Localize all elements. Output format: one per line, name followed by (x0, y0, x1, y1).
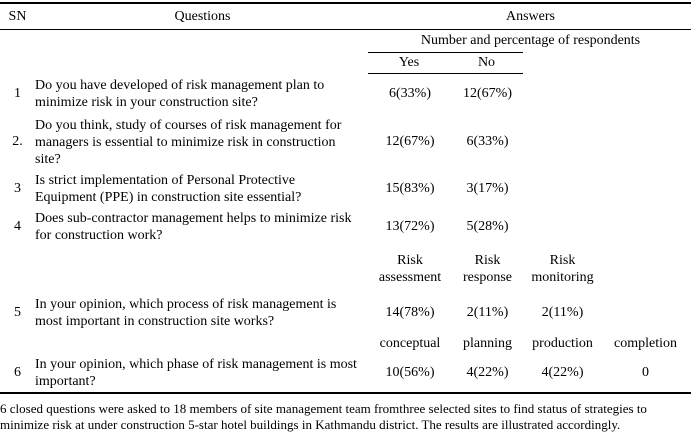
subheader-planning: planning (463, 335, 512, 351)
header-questions: Questions (174, 9, 231, 24)
value-cell: 2(11%) (466, 304, 509, 320)
subheader-production: production (532, 335, 593, 351)
table-row-4: 4 Does sub-contractor management helps t… (0, 208, 691, 246)
sn-cell: 1 (14, 86, 21, 101)
value-cell: 4(22%) (541, 365, 584, 380)
table-row-3: 3 Is strict implementation of Personal P… (0, 170, 691, 208)
value-cell: 6(33%) (389, 86, 431, 101)
phase-subheader-row: conceptual planning production completio… (0, 333, 691, 354)
answers-subheader-row: Number and percentage of respondents (0, 30, 691, 52)
value-cell: 13(72%) (385, 219, 435, 234)
table-header-row: SN Questions Answers (0, 4, 691, 30)
subheader-risk-monitoring: Risk monitoring (531, 253, 594, 285)
sn-cell: 6 (14, 365, 21, 380)
value-cell: 0 (642, 365, 649, 380)
value-cell: 2(11%) (541, 304, 584, 320)
value-cell: 12(67%) (463, 86, 512, 101)
subheader-risk-assessment: Risk assessment (378, 253, 442, 285)
question-cell: In your opinion, which process of risk m… (35, 296, 337, 329)
table-row-6: 6 In your opinion, which phase of risk m… (0, 354, 691, 392)
subheader-conceptual: conceptual (379, 335, 441, 351)
question-cell: Do you have developed of risk management… (35, 78, 325, 110)
subheader-completion: completion (614, 335, 677, 351)
question-cell: Is strict implementation of Personal Pro… (35, 173, 302, 205)
sn-cell: 4 (14, 219, 21, 234)
header-answers: Answers (506, 8, 555, 24)
value-cell: 6(33%) (466, 134, 509, 149)
question-cell: Does sub-contractor management helps to … (35, 211, 352, 243)
yes-no-box: Yes No (368, 52, 523, 74)
yes-no-header-row: Yes No (0, 52, 691, 74)
respondents-subheader: Number and percentage of respondents (420, 33, 641, 48)
subheader-risk-response: Risk response (463, 253, 512, 285)
value-cell: 15(83%) (385, 181, 435, 196)
value-cell: 3(17%) (466, 181, 509, 196)
value-cell: 10(56%) (385, 365, 435, 380)
table-row-5: 5 In your opinion, which process of risk… (0, 292, 691, 333)
sn-cell: 3 (14, 181, 21, 196)
header-yes: Yes (398, 55, 420, 70)
value-cell: 5(28%) (466, 219, 509, 234)
table-row-2: 2. Do you think, study of courses of ris… (0, 114, 691, 170)
table-footnote: 6 closed questions were asked to 18 memb… (0, 401, 647, 432)
header-sn: SN (8, 8, 27, 24)
value-cell: 4(22%) (466, 365, 509, 380)
table-row-1: 1 Do you have developed of risk manageme… (0, 74, 691, 114)
sn-cell: 5 (14, 304, 21, 320)
survey-results-table: SN Questions Answers Number and percenta… (0, 2, 691, 394)
question-cell: Do you think, study of courses of risk m… (35, 117, 342, 167)
value-cell: 12(67%) (385, 134, 435, 149)
header-no: No (477, 55, 496, 70)
process-subheader-row: Risk assessment Risk response Risk monit… (0, 246, 691, 292)
sn-cell: 2. (12, 134, 23, 149)
question-cell: In your opinion, which phase of risk man… (35, 357, 357, 389)
value-cell: 14(78%) (385, 304, 435, 320)
